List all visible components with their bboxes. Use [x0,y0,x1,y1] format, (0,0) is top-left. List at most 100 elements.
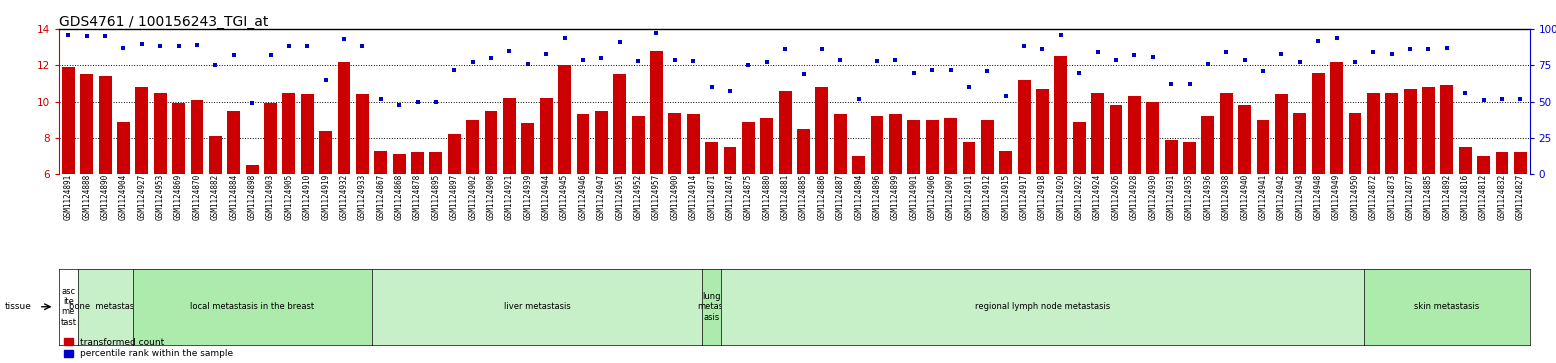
Point [129,41,154,46]
Text: GSM1124932: GSM1124932 [339,174,349,220]
Point [1176,81,1201,87]
Point [369,96,394,102]
Text: GSM1124891: GSM1124891 [64,174,73,220]
Bar [246,165,258,174]
Text: GSM1124951: GSM1124951 [615,174,624,220]
Point [1287,60,1312,65]
Bar [135,87,148,174]
Bar [1422,87,1435,174]
Bar [98,76,112,174]
Bar [686,114,700,174]
Point [166,44,191,49]
Bar [1330,62,1343,174]
Bar [209,136,223,174]
Bar [319,131,331,174]
Text: GSM1124872: GSM1124872 [1369,174,1377,220]
Text: GSM1124899: GSM1124899 [892,174,899,220]
Point [1489,96,1514,102]
Point [682,58,706,64]
Text: GSM1124906: GSM1124906 [927,174,937,220]
Text: GSM1124897: GSM1124897 [450,174,459,220]
Point [1416,46,1441,52]
Bar [1128,96,1141,174]
Text: GSM1124905: GSM1124905 [285,174,294,220]
Text: GSM1124922: GSM1124922 [1075,174,1083,220]
Text: liver metastasis: liver metastasis [504,302,571,311]
Point [790,71,815,77]
Text: GSM1124903: GSM1124903 [266,174,275,220]
Point [901,70,926,76]
Text: GSM1124881: GSM1124881 [781,174,789,220]
Point [148,44,173,49]
Point [442,67,467,73]
Bar [1441,85,1453,174]
Bar [411,152,423,174]
Text: lung
metast
asis: lung metast asis [697,292,727,322]
Text: GSM1124928: GSM1124928 [1130,174,1139,220]
Text: GSM1124896: GSM1124896 [873,174,882,220]
Text: GSM1124950: GSM1124950 [1351,174,1360,220]
Point [865,58,890,64]
Bar [375,151,387,174]
Text: GSM1124827: GSM1124827 [1516,174,1525,220]
Point [920,67,944,73]
Text: GSM1124870: GSM1124870 [193,174,201,220]
Text: bone  metastasis: bone metastasis [68,302,142,311]
Point [1251,68,1276,74]
Point [313,77,338,83]
Point [1270,51,1295,57]
Point [1085,49,1109,55]
Text: GSM1124941: GSM1124941 [1259,174,1268,220]
Bar [154,93,166,174]
Text: GSM1124867: GSM1124867 [377,174,386,220]
Point [755,60,780,65]
Point [626,58,650,64]
Bar [980,120,994,174]
Bar [1385,93,1399,174]
Text: GSM1124957: GSM1124957 [652,174,661,220]
Bar [1165,140,1178,174]
Point [882,57,907,62]
Text: GSM1124942: GSM1124942 [1277,174,1285,220]
Bar [559,65,571,174]
Text: GSM1124953: GSM1124953 [156,174,165,220]
Bar [117,122,129,174]
Point [110,45,135,51]
Point [1103,57,1128,62]
Point [1049,32,1074,38]
Point [423,99,448,105]
Point [828,57,853,62]
Text: GSM1124892: GSM1124892 [1442,174,1452,220]
Point [1011,44,1036,49]
Text: GSM1124880: GSM1124880 [762,174,772,220]
Bar [467,120,479,174]
Bar [1220,93,1232,174]
Text: GSM1124888: GSM1124888 [82,174,92,220]
Bar [594,111,608,174]
Text: GSM1124869: GSM1124869 [174,174,184,220]
Text: GSM1124945: GSM1124945 [560,174,569,220]
Text: GSM1124877: GSM1124877 [1405,174,1414,220]
Bar [1495,152,1508,174]
Point [1232,57,1257,62]
Point [461,60,485,65]
Bar [227,111,240,174]
Point [699,84,724,90]
Text: GSM1124914: GSM1124914 [689,174,697,220]
Point [202,62,227,68]
Bar [1460,147,1472,174]
Bar [392,154,406,174]
Text: asc
ite
me
tast: asc ite me tast [61,287,76,327]
Point [1397,46,1422,52]
Text: GSM1124915: GSM1124915 [1001,174,1010,220]
Legend: transformed count, percentile rank within the sample: transformed count, percentile rank withi… [64,338,233,359]
Point [1453,90,1478,96]
Text: GSM1124918: GSM1124918 [1038,174,1047,220]
Bar [577,114,590,174]
Point [1141,54,1165,60]
Point [350,44,375,49]
Text: GSM1124900: GSM1124900 [671,174,680,220]
Text: local metastasis in the breast: local metastasis in the breast [190,302,314,311]
Point [93,33,118,39]
Bar [944,118,957,174]
